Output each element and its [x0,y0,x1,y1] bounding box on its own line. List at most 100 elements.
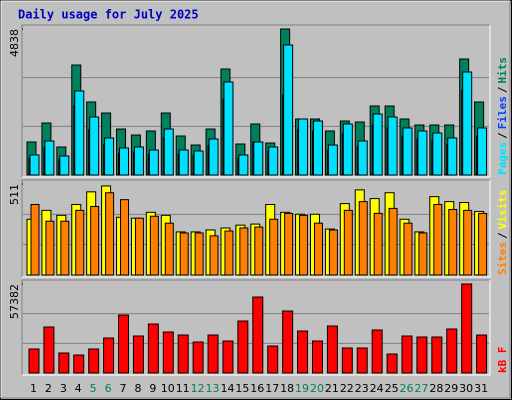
bar [417,130,428,176]
bar [90,205,100,276]
x-tick-label: 30 [459,382,473,395]
x-tick-label: 10 [161,382,175,395]
bar [28,348,40,374]
bar [164,222,174,276]
legend-entry: Files [496,96,509,129]
x-tick-label: 27 [414,382,428,395]
legend-separator: / [496,232,509,239]
legend: Sites / Visits [496,190,509,276]
bar [283,44,294,176]
x-tick-label: 2 [45,382,52,395]
bar [120,199,130,276]
bar [88,348,100,374]
bar [476,334,488,374]
bar [193,150,204,176]
bar [268,146,279,176]
plot-bevel-dark [21,24,490,177]
bar [342,123,353,176]
bar [222,340,234,374]
x-tick-label: 21 [325,382,339,395]
x-tick-label: 1 [30,382,37,395]
bar [148,149,159,176]
x-tick-label: 8 [134,382,141,395]
bar [162,331,174,374]
y-tick-label: 4838 [8,29,21,57]
x-tick-label: 22 [340,382,354,395]
bar [299,214,309,276]
bar [89,116,100,176]
x-tick-label: 16 [250,382,264,395]
bar [60,220,70,276]
bar [298,118,309,176]
plot-bevel-light [22,180,491,278]
plot-bevel-light [22,280,491,376]
bar [326,325,338,374]
bar [239,227,249,276]
bar [74,90,85,176]
bar [388,207,398,276]
bar [401,335,413,374]
bar [433,203,443,276]
bar [312,120,323,176]
bar [163,128,174,176]
bar [461,283,473,374]
bar [297,330,309,374]
bar [371,329,383,374]
legend-entry: Visits [496,190,509,230]
bar [418,232,428,276]
bar [118,314,130,374]
plot-bevel-dark [21,279,490,375]
bar [327,144,338,176]
legend-separator: / [496,86,509,93]
x-tick-label: 19 [295,382,309,395]
x-tick-label: 25 [385,382,399,395]
bar [73,354,85,374]
x-tick-label: 5 [90,382,97,395]
bar [311,340,323,374]
y-tick-label: 57382 [8,284,21,319]
bar [178,149,189,176]
x-tick-label: 7 [120,382,127,395]
bar [386,353,398,374]
bar [75,209,85,276]
bar [103,337,115,374]
legend: kB F [496,347,509,374]
bar [252,296,264,374]
y-tick-label: 511 [8,184,21,205]
legend: Pages / Files / Hits [496,57,509,175]
x-tick-label: 3 [60,382,67,395]
x-tick-label: 18 [280,382,294,395]
bar [208,138,219,176]
plot-bevel-dark [21,179,490,277]
bar [403,222,413,276]
bar [478,212,488,276]
chart-title: Daily usage for July 2025 [18,8,199,22]
bar [209,235,219,276]
bar [105,192,115,276]
bar [431,336,443,374]
bar [58,352,70,374]
legend-entry: Hits [496,57,509,84]
bar [177,334,189,374]
bar [387,116,398,176]
bar [30,203,40,276]
legend-entry: Sites [496,242,509,275]
x-tick-label: 26 [400,382,414,395]
bar [119,147,130,176]
bar [237,320,249,374]
bar [372,113,383,176]
bar [313,222,323,276]
bar [402,127,413,176]
bar [358,201,368,276]
x-tick-label: 11 [176,382,190,395]
bar [416,336,428,374]
x-tick-label: 13 [206,382,220,395]
bar [192,341,204,374]
bar [224,230,234,276]
x-tick-label: 28 [429,382,443,395]
bar [223,81,234,176]
bar [194,232,204,276]
